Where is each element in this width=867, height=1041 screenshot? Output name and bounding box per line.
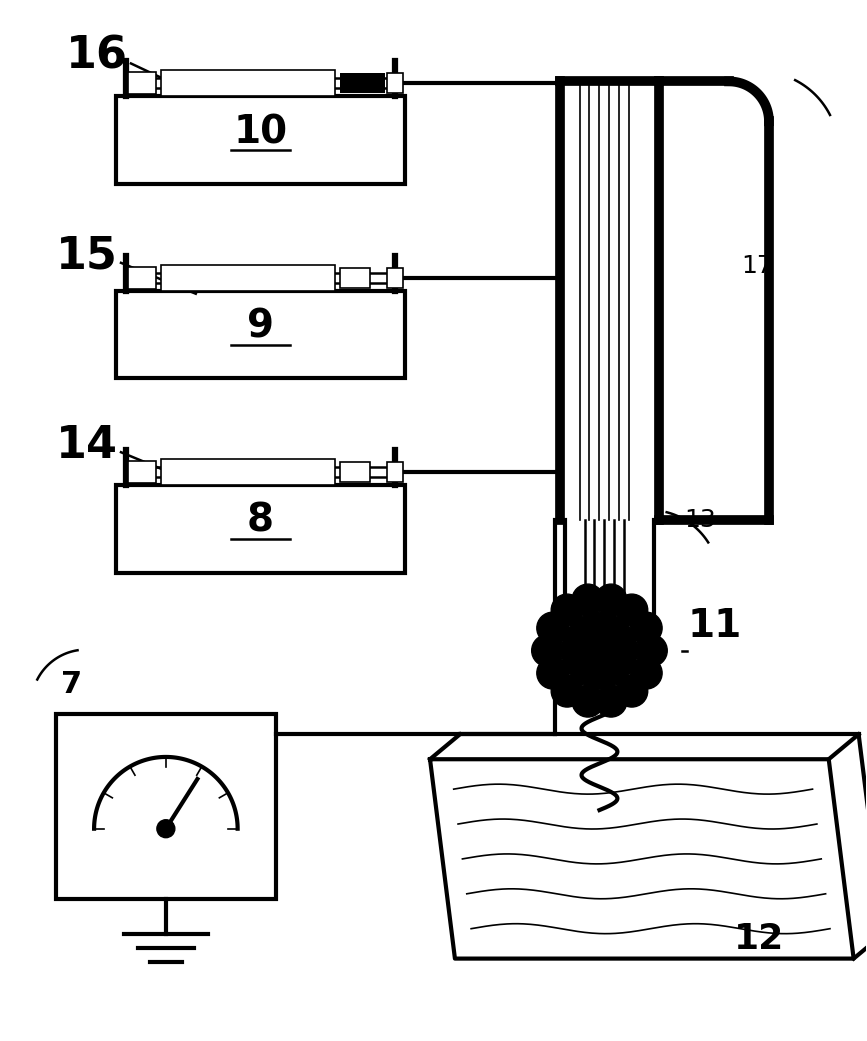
Text: 15: 15	[56, 234, 118, 277]
Bar	[341, 462, 370, 482]
Bar	[388, 74, 403, 94]
Bar	[341, 268, 370, 287]
Circle shape	[531, 635, 564, 666]
Text: 8: 8	[247, 502, 274, 540]
Bar	[128, 461, 156, 483]
Circle shape	[551, 594, 583, 626]
Circle shape	[537, 612, 569, 644]
Text: 12: 12	[733, 921, 784, 956]
Bar	[388, 462, 403, 482]
Circle shape	[537, 657, 569, 689]
Text: 17: 17	[741, 254, 772, 278]
Circle shape	[551, 676, 583, 707]
Text: 14: 14	[56, 424, 118, 466]
Circle shape	[157, 819, 175, 838]
Circle shape	[572, 685, 604, 717]
Text: 7: 7	[62, 670, 82, 699]
Bar	[161, 264, 336, 290]
Bar	[116, 97, 405, 184]
Bar	[128, 266, 156, 288]
Bar	[388, 268, 403, 287]
Circle shape	[616, 676, 648, 707]
Circle shape	[595, 685, 627, 717]
Circle shape	[630, 657, 662, 689]
Bar	[341, 74, 385, 94]
Text: 16: 16	[66, 35, 128, 78]
Circle shape	[616, 594, 648, 626]
Bar	[128, 73, 156, 95]
Text: 13: 13	[684, 508, 716, 532]
Bar	[56, 714, 276, 898]
Circle shape	[562, 613, 637, 688]
Bar	[161, 71, 336, 97]
Text: 9: 9	[247, 308, 274, 346]
Circle shape	[636, 635, 668, 666]
Circle shape	[572, 584, 604, 616]
Bar	[116, 485, 405, 573]
Circle shape	[595, 584, 627, 616]
Text: 11: 11	[688, 607, 741, 644]
Bar	[116, 290, 405, 379]
Circle shape	[630, 612, 662, 644]
Bar	[161, 459, 336, 485]
Text: 10: 10	[233, 113, 288, 151]
